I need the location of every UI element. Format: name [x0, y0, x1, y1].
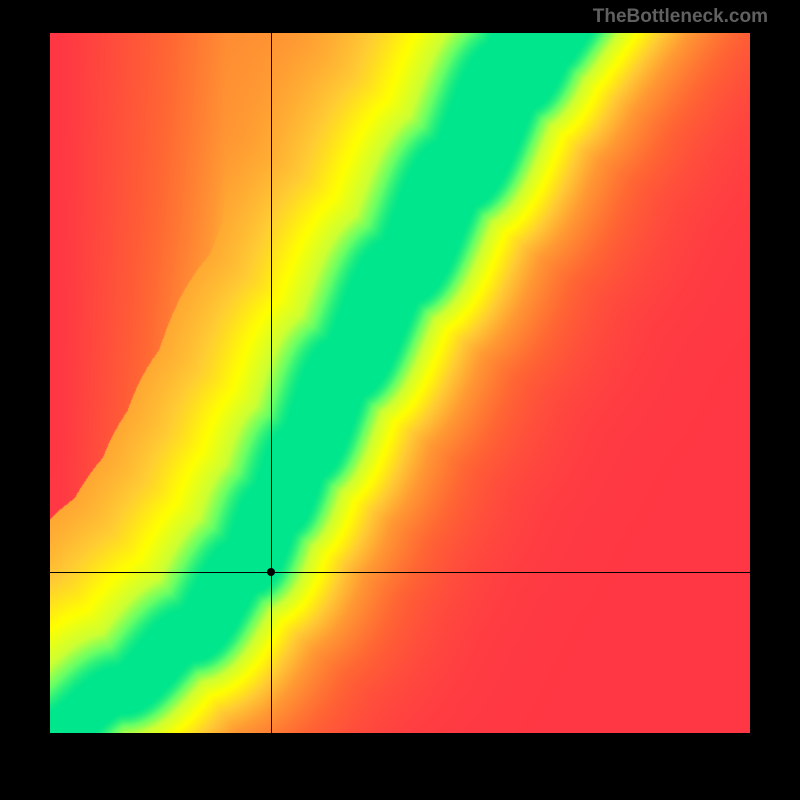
marker-dot [267, 568, 275, 576]
plot-area [50, 33, 750, 733]
heatmap-canvas [50, 33, 750, 733]
watermark-text: TheBottleneck.com [593, 6, 768, 28]
crosshair-horizontal [50, 572, 750, 573]
crosshair-vertical [271, 33, 272, 733]
